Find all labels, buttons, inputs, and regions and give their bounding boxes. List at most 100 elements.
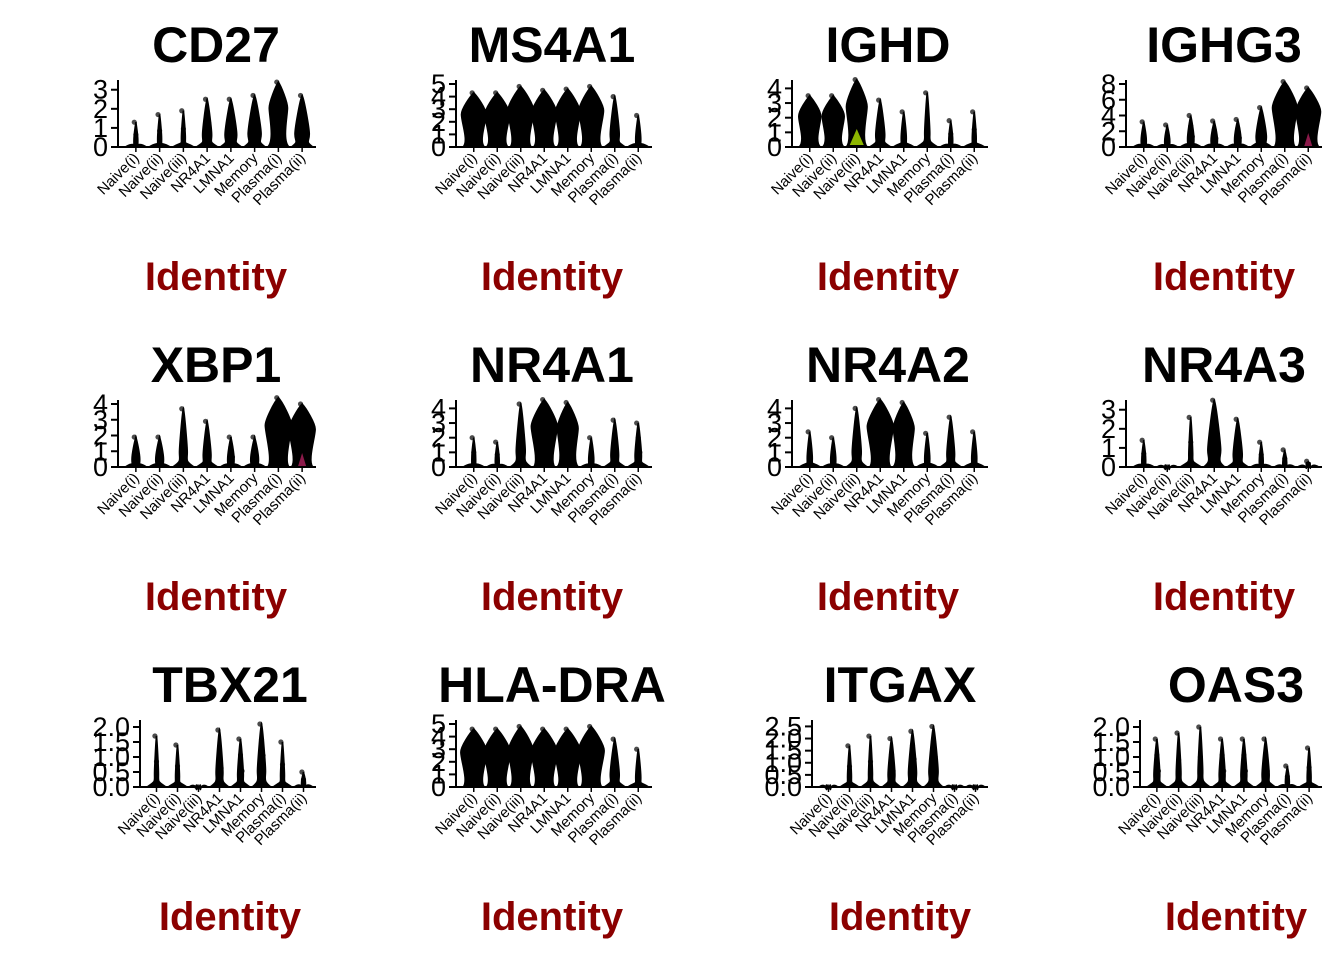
- x-axis-title: Identity: [481, 895, 624, 939]
- cell-point: [1235, 428, 1241, 434]
- cell-point: [808, 133, 814, 139]
- cell-point: [1305, 120, 1311, 126]
- cell-point: [543, 127, 549, 133]
- cell-point: [1304, 114, 1310, 121]
- cell-point: [612, 433, 618, 439]
- y-tick-label: 1.0: [1092, 742, 1130, 772]
- cell-point: [297, 401, 304, 407]
- cell-point: [911, 756, 917, 762]
- cell-point: [252, 103, 258, 109]
- cell-point: [206, 449, 212, 455]
- cell-point: [635, 765, 641, 771]
- cell-point: [173, 742, 179, 748]
- cell-point: [610, 417, 616, 423]
- cell-point: [494, 732, 500, 738]
- x-axis-title: Identity: [1165, 895, 1308, 939]
- cell-point: [469, 90, 475, 96]
- cell-point: [587, 114, 593, 120]
- cell-point: [637, 449, 643, 455]
- cell-point: [805, 93, 811, 99]
- y-tick-label: 2: [1101, 116, 1116, 146]
- cell-point: [152, 733, 158, 739]
- cell-point: [900, 424, 906, 430]
- y-tick-label: 0: [431, 452, 446, 482]
- cell-point: [301, 110, 307, 116]
- cell-point: [155, 111, 161, 118]
- cell-point: [901, 432, 908, 438]
- cell-point: [275, 402, 281, 408]
- y-tick-label: 5: [431, 709, 446, 739]
- cell-point: [932, 754, 938, 760]
- cell-point: [949, 447, 955, 453]
- cell-point: [519, 96, 525, 102]
- cell-point: [495, 138, 501, 145]
- cell-point: [540, 116, 546, 122]
- cell-point: [635, 435, 641, 441]
- cell-point: [1304, 103, 1311, 109]
- cell-point: [300, 426, 306, 432]
- cell-point: [1213, 424, 1219, 430]
- cell-point: [879, 444, 885, 450]
- y-tick-label: 2: [431, 107, 446, 137]
- cell-point: [877, 437, 883, 443]
- cell-point: [855, 93, 861, 100]
- cell-point: [518, 778, 525, 784]
- cell-point: [1306, 108, 1312, 115]
- violin-accent: [849, 129, 864, 145]
- y-tick-label: 0: [431, 772, 446, 802]
- cell-point: [274, 107, 281, 113]
- cell-point: [590, 736, 596, 742]
- cell-point: [1213, 135, 1219, 141]
- cell-point: [1307, 126, 1313, 132]
- cell-point: [1282, 105, 1289, 111]
- cell-point: [1280, 447, 1286, 453]
- cell-point: [158, 454, 164, 460]
- cell-point: [542, 110, 548, 116]
- cell-point: [923, 430, 929, 436]
- cell-point: [830, 127, 836, 133]
- cell-point: [1257, 439, 1263, 445]
- cell-point: [1235, 126, 1241, 132]
- cell-point: [542, 457, 548, 463]
- cell-point: [930, 769, 936, 775]
- cell-point: [566, 738, 572, 744]
- cell-point: [566, 98, 572, 104]
- cell-point: [1236, 440, 1242, 446]
- cell-point: [1212, 451, 1218, 457]
- y-tick-label: 0.5: [1092, 757, 1130, 787]
- cell-point: [227, 125, 233, 131]
- cell-point: [853, 102, 859, 108]
- cell-point: [543, 738, 549, 744]
- cell-point: [517, 102, 523, 108]
- cell-point: [805, 429, 811, 435]
- cell-point: [1234, 452, 1240, 458]
- cell-point: [202, 96, 209, 102]
- cell-point: [494, 761, 500, 767]
- cell-point: [540, 87, 546, 93]
- cell-point: [493, 117, 499, 123]
- cell-point: [565, 121, 571, 127]
- cell-point: [517, 742, 523, 748]
- cell-point: [1221, 768, 1227, 774]
- cell-point: [257, 721, 263, 727]
- cell-point: [876, 97, 882, 103]
- cell-point: [923, 90, 929, 96]
- y-tick-label: 2: [431, 747, 446, 777]
- cell-point: [179, 406, 185, 412]
- cell-point: [493, 133, 500, 139]
- cell-point: [589, 138, 595, 144]
- cell-point: [543, 410, 549, 416]
- x-axis-title: Identity: [481, 575, 624, 619]
- cell-point: [829, 121, 835, 127]
- cell-point: [155, 434, 161, 440]
- cell-point: [1305, 91, 1311, 97]
- y-tick-label: 0.5: [92, 757, 130, 787]
- cell-point: [133, 444, 139, 450]
- cell-point: [493, 439, 499, 445]
- cell-point: [1257, 105, 1263, 111]
- cell-point: [1176, 757, 1182, 763]
- cell-point: [519, 736, 525, 742]
- cell-point: [298, 118, 304, 124]
- cell-point: [805, 121, 811, 127]
- cell-point: [218, 765, 224, 771]
